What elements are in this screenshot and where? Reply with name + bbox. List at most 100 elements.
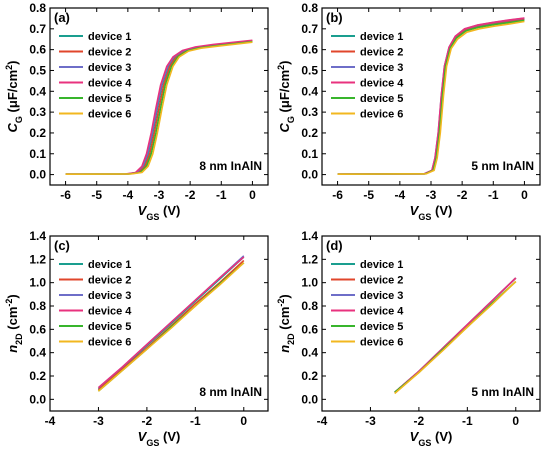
x-tick-label: -6 <box>332 188 343 202</box>
legend-label: device 4 <box>360 306 404 318</box>
legend-label: device 2 <box>360 275 403 287</box>
panel-annotation: 5 nm InAlN <box>471 159 534 173</box>
y-tick-label: 1.2 <box>29 252 46 266</box>
legend-label: device 6 <box>88 109 131 121</box>
x-tick-label: -1 <box>216 188 227 202</box>
legend-label: device 6 <box>360 109 403 121</box>
panel-c: -4 -3 -2 -1 0 0.0 0.2 0.4 0.6 0.8 1.0 1.2 1.4 VGS (V)… <box>4 229 269 448</box>
legend-label: device 5 <box>88 321 131 333</box>
y-axis-title: n2D (cm-2) <box>4 294 24 353</box>
y-tick-label: 0.8 <box>301 1 318 15</box>
x-tick-label: -2 <box>414 414 425 428</box>
x-axis-title: VGS (V) <box>138 203 181 222</box>
legend: device 1 device 2 device 3 device 4 device 5… <box>331 259 404 349</box>
y-tick-label: 1.4 <box>301 229 318 243</box>
legend-label: device 6 <box>360 337 403 349</box>
y-tick-label: 0.8 <box>29 1 46 15</box>
panel-annotation: 5 nm InAlN <box>471 385 534 399</box>
legend-label: device 3 <box>88 62 131 74</box>
series-line-device-4 <box>394 277 517 393</box>
x-tick-label: -1 <box>488 188 499 202</box>
series-line-device-4 <box>337 17 525 175</box>
y-tick-label: 0.4 <box>301 346 318 360</box>
panel-annotation: 8 nm InAlN <box>199 385 262 399</box>
x-tick-label: -2 <box>457 188 468 202</box>
y-tick-label: 0.8 <box>301 299 318 313</box>
y-tick-label: 0.5 <box>301 63 318 77</box>
x-tick-label: -4 <box>123 188 134 202</box>
y-tick-label: 0.6 <box>29 43 46 57</box>
y-tick-label: 0.2 <box>29 369 46 383</box>
x-tick-label: -6 <box>60 188 71 202</box>
series-line-device-6 <box>337 20 525 175</box>
x-tick-label: 0 <box>240 414 247 428</box>
y-tick-label: 0.2 <box>29 126 46 140</box>
x-tick-label: -3 <box>426 188 437 202</box>
x-tick-label: 0 <box>512 414 519 428</box>
y-tick-label: 0.3 <box>301 105 318 119</box>
legend-label: device 1 <box>88 31 131 43</box>
y-tick-label: 0.6 <box>301 43 318 57</box>
y-tick-label: 0.4 <box>29 346 46 360</box>
plot-frame <box>49 235 269 412</box>
x-axis-title: VGS (V) <box>138 429 181 448</box>
series-line-device-5 <box>337 19 525 175</box>
y-tick-label: 0.0 <box>301 168 318 182</box>
y-tick-label: 0.6 <box>301 322 318 336</box>
x-tick-label: -2 <box>185 188 196 202</box>
panel-label: (c) <box>54 238 70 253</box>
x-tick-label: -3 <box>93 414 104 428</box>
panel-label: (a) <box>54 10 70 25</box>
series-line-device-2 <box>97 259 245 391</box>
legend-label: device 2 <box>88 47 131 59</box>
legend: device 1 device 2 device 3 device 4 device 5… <box>331 31 404 121</box>
y-tick-label: 0.0 <box>29 168 46 182</box>
x-tick-label: -4 <box>317 414 328 428</box>
y-tick-label: 1.0 <box>301 276 318 290</box>
legend-label: device 1 <box>360 31 403 43</box>
x-tick-label: -1 <box>190 414 201 428</box>
y-tick-label: 0.4 <box>29 84 46 98</box>
y-tick-label: 0.1 <box>301 147 318 161</box>
x-tick-label: -4 <box>45 414 56 428</box>
legend-label: device 2 <box>360 47 403 59</box>
y-tick-label: 1.0 <box>29 276 46 290</box>
x-tick-label: -3 <box>154 188 165 202</box>
legend-label: device 2 <box>88 275 131 287</box>
legend: device 1 device 2 device 3 device 4 device 5… <box>59 31 132 121</box>
series-line-device-4 <box>97 256 245 389</box>
legend-label: device 3 <box>360 290 403 302</box>
y-tick-label: 0.7 <box>29 22 46 36</box>
legend-label: device 4 <box>88 78 132 90</box>
panel-annotation: 8 nm InAlN <box>199 159 262 173</box>
x-tick-label: 0 <box>249 188 256 202</box>
legend-label: device 3 <box>88 290 131 302</box>
series-line-device-6 <box>65 41 253 175</box>
legend-label: device 5 <box>360 93 403 105</box>
x-tick-label: 0 <box>521 188 528 202</box>
y-axis-title: CG (μF/cm2) <box>276 60 296 132</box>
y-tick-label: 0.4 <box>301 84 318 98</box>
y-tick-label: 0.2 <box>301 126 318 140</box>
panel-label: (b) <box>326 10 343 25</box>
legend-label: device 1 <box>88 259 131 271</box>
x-tick-label: -4 <box>395 188 406 202</box>
y-tick-label: 0.7 <box>301 22 318 36</box>
panel-b: -6 -5 -4 -3 -2 -1 0 0.0 0.1 0.2 0.3 0.4 0.5 0.6 0.7 0.8… <box>276 1 541 222</box>
legend-label: device 5 <box>88 93 131 105</box>
y-axis-title: CG (μF/cm2) <box>4 60 24 132</box>
plot-frame <box>321 235 541 412</box>
legend-label: device 4 <box>88 306 132 318</box>
series-line-device-6 <box>97 262 245 392</box>
legend-label: device 4 <box>360 78 404 90</box>
y-tick-label: 0.5 <box>29 63 46 77</box>
x-tick-label: -2 <box>142 414 153 428</box>
y-tick-label: 0.8 <box>29 299 46 313</box>
y-axis-title: n2D (cm-2) <box>276 294 296 353</box>
series-line-device-4 <box>65 39 253 175</box>
x-tick-label: -5 <box>91 188 102 202</box>
y-tick-label: 1.4 <box>29 229 46 243</box>
legend-label: device 1 <box>360 259 403 271</box>
panel-d: -4 -3 -2 -1 0 0.0 0.2 0.4 0.6 0.8 1.0 1.2 1.4 VGS (V)… <box>276 229 541 448</box>
